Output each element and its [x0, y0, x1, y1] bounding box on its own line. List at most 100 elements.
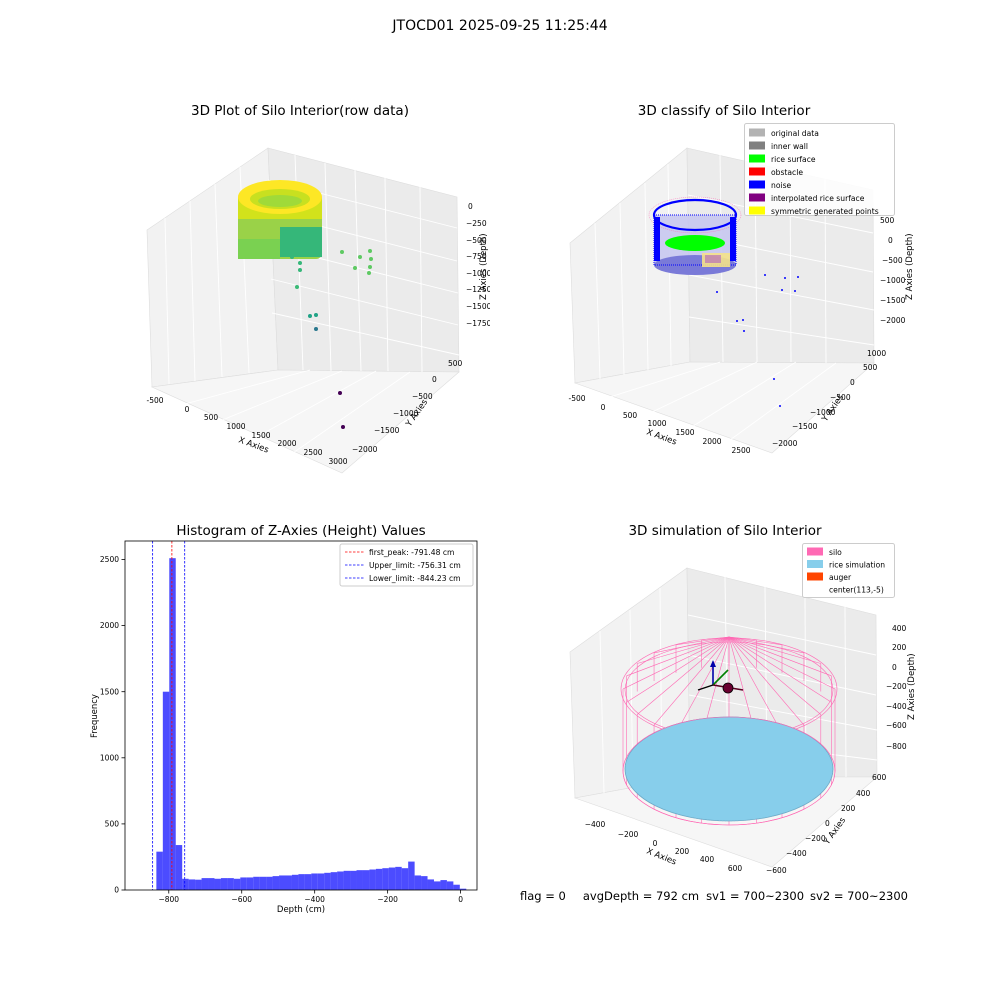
raw-ytick: 500 — [448, 359, 463, 368]
histogram-ytick-label: 0 — [114, 886, 119, 895]
histogram-legend: first_peak: -791.48 cm Upper_limit: -756.… — [339, 543, 474, 587]
classify-ytick: 500 — [863, 363, 878, 372]
classify-xtick: 1000 — [647, 419, 666, 428]
legend-label: symmetric generated points — [771, 207, 879, 216]
histogram-bar — [324, 872, 331, 890]
legend-label: inner wall — [771, 142, 808, 151]
histogram-bar — [201, 878, 209, 890]
simulation-xlabel: X Axies — [645, 847, 678, 868]
histogram-bar — [285, 875, 292, 890]
legend-swatch — [749, 167, 765, 176]
legend-swatch — [749, 154, 765, 163]
simulation-xtick: 200 — [675, 847, 690, 856]
classify-xlabel: X Axies — [645, 427, 678, 447]
rice-simulation-surface — [624, 716, 834, 822]
histogram-xtick-label: −200 — [377, 895, 398, 904]
classify-xtick: 1500 — [675, 428, 694, 437]
simulation-ytick: 200 — [841, 804, 856, 813]
raw-ytick: −2000 — [352, 445, 378, 454]
histogram-bar — [208, 878, 215, 890]
legend-label: rice simulation — [829, 561, 885, 570]
classify-ytick: 0 — [850, 378, 855, 387]
histogram-xtick-label: −800 — [158, 895, 179, 904]
raw-ztick: −500 — [466, 236, 487, 245]
legend-label: noise — [771, 181, 792, 190]
histogram-bar — [175, 845, 183, 890]
histogram-bar — [440, 880, 447, 890]
raw-ztick: −1000 — [466, 269, 490, 278]
classify-ztick: 0 — [888, 236, 893, 245]
legend-swatch — [807, 547, 823, 556]
raw-xtick: -500 — [146, 396, 163, 405]
silo-wireframe — [620, 636, 838, 826]
histogram-ytick-label: 1000 — [100, 753, 119, 762]
histogram-xtick-label: −400 — [304, 895, 325, 904]
classify-ztick: −500 — [882, 256, 903, 265]
histogram-bar — [343, 870, 351, 890]
raw-ytick: −1000 — [393, 409, 419, 418]
histogram-xtick-label: −600 — [231, 895, 252, 904]
classify-plot-title: 3D classify of Silo Interior — [637, 103, 811, 119]
simulation-ztick: 0 — [892, 663, 897, 672]
histogram-bar — [375, 868, 383, 890]
classify-legend: original data inner wall rice surface obsta… — [744, 123, 895, 216]
raw-ytick: −500 — [412, 392, 433, 401]
histogram-xlabel: Depth (cm) — [277, 905, 325, 915]
histogram-bar — [246, 877, 254, 890]
raw-ztick: −1250 — [466, 285, 490, 294]
classify-xtick: -500 — [568, 394, 585, 403]
legend-swatch — [749, 141, 765, 150]
raw-ztick: −1500 — [466, 302, 490, 311]
histogram-legend-label: Upper_limit: -756.31 cm — [369, 561, 461, 570]
classify-ztick: −2000 — [880, 316, 906, 325]
raw-xtick: 1000 — [226, 422, 245, 431]
classify-zlabel: Z Axies (Depth) — [905, 233, 915, 300]
classify-ytick: −1500 — [792, 422, 818, 431]
raw-xtick: 0 — [185, 405, 190, 414]
classify-tick-labels: -500 0 500 1000 1500 2000 2500 1000 500 … — [568, 216, 905, 455]
histogram-bar — [182, 878, 189, 890]
classify-silo — [648, 196, 742, 275]
raw-ztick: −1750 — [466, 319, 490, 328]
legend-label: interpolated rice surface — [771, 194, 865, 203]
histogram-chart: −800 −600 −400 −200 0 0 500 1000 1500 2000 2500 D… — [90, 540, 478, 915]
histogram-bar — [233, 878, 241, 890]
simulation-xtick: 600 — [728, 864, 743, 873]
raw-ytick: −1500 — [374, 426, 400, 435]
legend-swatch — [807, 560, 823, 568]
classify-xtick: 2500 — [731, 446, 750, 455]
classify-noise-points — [716, 274, 799, 407]
simulation-xtick: 400 — [700, 855, 715, 864]
simulation-xtick: −200 — [618, 830, 639, 839]
histogram-bar — [356, 870, 363, 890]
raw-ztick: −250 — [466, 219, 487, 228]
simulation-plot-title: 3D simulation of Silo Interior — [628, 523, 822, 539]
histogram-bar — [304, 874, 312, 890]
avg-depth-text: avgDepth = 792 cm — [582, 889, 700, 903]
histogram-bar — [317, 873, 325, 890]
simulation-ztick: −200 — [886, 682, 907, 691]
auger-marker — [697, 660, 744, 694]
histogram-bar — [369, 869, 376, 890]
raw-ztick: −750 — [466, 252, 487, 261]
histogram-bar — [220, 878, 228, 890]
histogram-bar — [427, 879, 434, 890]
simulation-ytick: −600 — [766, 866, 787, 875]
histogram-ytick-label: 2500 — [100, 555, 119, 564]
classify-ytick: 1000 — [867, 349, 886, 358]
flag-text: flag = 0 — [520, 889, 566, 903]
histogram-bar — [298, 874, 305, 890]
raw-axes-panes — [146, 147, 460, 474]
histogram-vlines — [152, 541, 186, 890]
histogram-ytick-label: 500 — [105, 820, 120, 829]
histogram-xticks: −800 −600 −400 −200 0 — [158, 890, 463, 904]
raw-zlabel: Z Axies (Depth) — [479, 233, 489, 300]
histogram-bar — [240, 877, 247, 890]
legend-label: center(113,-5) — [829, 586, 884, 595]
sv1-text: sv1 = 700~2300 — [706, 889, 805, 903]
classify-ztick: −1000 — [880, 276, 906, 285]
simulation-zlabel: Z Axies (Depth) — [907, 653, 917, 720]
histogram-bars — [156, 558, 467, 890]
classify-xtick: 2000 — [702, 437, 721, 446]
histogram-bar — [433, 881, 441, 890]
